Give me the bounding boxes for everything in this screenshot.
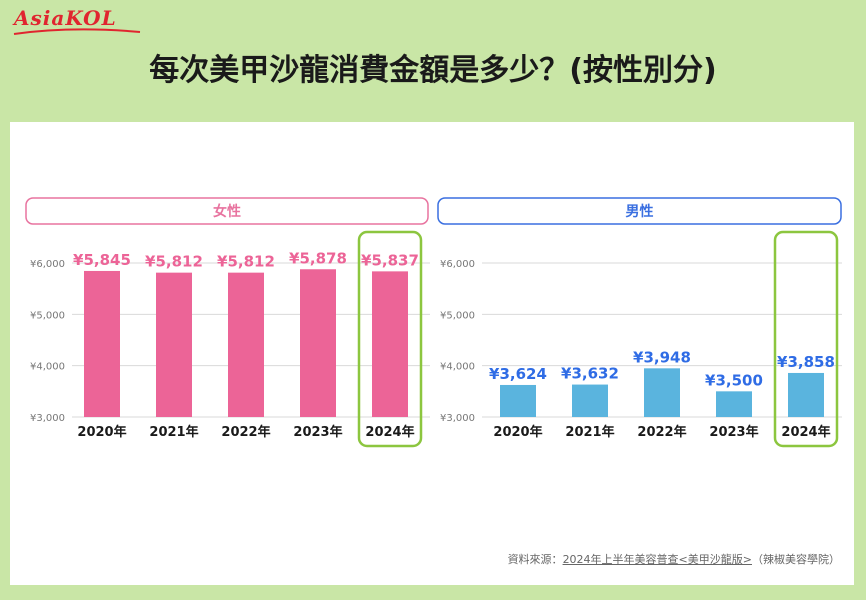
male-header-box — [437, 197, 842, 225]
chart-panel: 女性 ¥3,000 ¥4,000 ¥5,000 ¥6,000 ¥5,845 2020年 ¥5,… — [10, 122, 854, 585]
male-value-label: ¥3,948 — [633, 348, 691, 366]
male-category-label: 2023年 — [709, 424, 758, 440]
male-bar — [572, 384, 608, 417]
female-category-label: 2023年 — [293, 424, 342, 440]
female-category-label: 2021年 — [149, 424, 198, 440]
logo-swoosh — [13, 28, 141, 35]
male-category-label: 2020年 — [493, 424, 542, 440]
male-value-label: ¥3,632 — [561, 365, 619, 383]
male-ytick-label: ¥4,000 — [440, 362, 475, 373]
female-bar — [300, 269, 336, 417]
male-highlight-box — [773, 230, 839, 448]
female-bar — [84, 270, 120, 417]
female-ytick-label: ¥3,000 — [30, 413, 65, 424]
female-category-label: 2020年 — [77, 424, 126, 440]
female-ytick-label: ¥4,000 — [30, 362, 65, 373]
male-ytick-label: ¥6,000 — [440, 259, 475, 270]
male-header-title: 男性 — [626, 203, 654, 220]
male-value-label: ¥3,624 — [489, 365, 547, 383]
female-value-label: ¥5,812 — [145, 253, 203, 271]
male-bar — [716, 391, 752, 417]
female-bar — [156, 272, 192, 417]
male-bar — [500, 384, 536, 417]
female-value-label: ¥5,845 — [73, 251, 131, 269]
source-prefix: 資料來源： — [507, 553, 563, 566]
male-ytick-label: ¥5,000 — [440, 310, 475, 321]
male-category-label: 2021年 — [565, 424, 614, 440]
female-category-label: 2024年 — [365, 424, 414, 440]
asiakol-logo: AsiaKOL — [14, 6, 117, 30]
female-highlight-box — [357, 230, 423, 448]
female-value-label: ¥5,812 — [217, 253, 275, 271]
female-header-box — [25, 197, 429, 225]
male-value-label: ¥3,500 — [705, 371, 763, 389]
female-value-label: ¥5,837 — [361, 251, 419, 269]
male-bar — [644, 368, 680, 417]
female-value-label: ¥5,878 — [289, 249, 347, 267]
male-bar — [788, 372, 824, 417]
male-value-label: ¥3,858 — [777, 353, 835, 371]
page-title: 每次美甲沙龍消費金額是多少？(按性別分) — [149, 53, 717, 88]
source-link[interactable]: 2024年上半年美容普查<美甲沙龍版> — [562, 553, 752, 566]
female-category-label: 2022年 — [221, 424, 270, 440]
female-bar — [372, 271, 408, 417]
female-ytick-label: ¥5,000 — [30, 310, 65, 321]
female-bar — [228, 272, 264, 417]
source-suffix: （辣椒美容學院） — [752, 553, 840, 566]
bar-charts: 女性 ¥3,000 ¥4,000 ¥5,000 ¥6,000 ¥5,845 2020年 ¥5,… — [25, 197, 842, 448]
female-ytick-label: ¥6,000 — [30, 259, 65, 270]
female-header-title: 女性 — [213, 203, 241, 220]
source-note: 資料來源：2024年上半年美容普查<美甲沙龍版>（辣椒美容學院） — [508, 551, 840, 567]
male-category-label: 2022年 — [637, 424, 686, 440]
male-ytick-label: ¥3,000 — [440, 413, 475, 424]
male-category-label: 2024年 — [781, 424, 830, 440]
